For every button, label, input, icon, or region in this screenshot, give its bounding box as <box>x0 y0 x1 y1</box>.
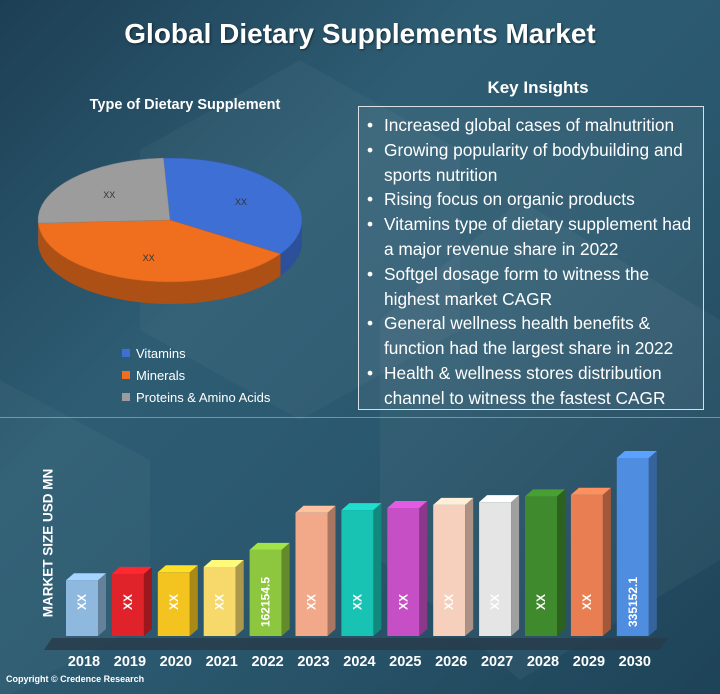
bar-2022 <box>249 542 290 636</box>
x-tick-label: 2020 <box>160 654 192 670</box>
insights-box: Increased global cases of malnutrition G… <box>358 106 704 410</box>
pie-chart-title: Type of Dietary Supplement <box>89 97 281 113</box>
pie-data-label: XX <box>235 197 247 207</box>
pie-data-label: XX <box>143 253 155 263</box>
bar-value-label: XX <box>488 594 502 610</box>
insights-list: Increased global cases of malnutrition G… <box>359 107 703 411</box>
pie-data-label: XX <box>103 190 115 200</box>
x-tick-label: 2026 <box>435 654 467 670</box>
bar-value-label: 335152.1 <box>626 577 640 627</box>
x-tick-label: 2018 <box>68 654 100 670</box>
bar-value-label: XX <box>580 594 594 610</box>
legend-swatch-minerals <box>122 371 130 379</box>
section-divider <box>0 417 720 418</box>
bar-chart: XX 2018 XX 2019 XX 2020 XX 2021 162154.5 2022 XX 20… <box>44 451 668 670</box>
bar-value-label: XX <box>305 594 319 610</box>
insight-item: Growing popularity of bodybuilding and s… <box>367 138 703 188</box>
bar-2018 <box>66 573 106 636</box>
bar-2030 <box>616 451 657 636</box>
bar-value-label: 162154.5 <box>259 577 273 627</box>
bar-2026 <box>433 497 474 636</box>
x-tick-label: 2024 <box>343 654 375 670</box>
bar-2020 <box>157 565 198 636</box>
x-tick-label: 2025 <box>389 654 421 670</box>
legend-item-vitamins: Vitamins <box>122 342 270 364</box>
legend-swatch-vitamins <box>122 349 130 357</box>
bar-value-label: XX <box>534 594 548 610</box>
insights-title: Key Insights <box>487 78 589 97</box>
bar-value-label: XX <box>75 594 89 610</box>
copyright-text: Copyright © Credence Research <box>6 674 145 684</box>
x-tick-label: 2022 <box>251 654 283 670</box>
insight-item: Health & wellness stores distribution ch… <box>367 361 703 411</box>
pie-legend: Vitamins Minerals Proteins & Amino Acids <box>122 342 270 408</box>
bar-2019 <box>111 566 152 636</box>
bar-value-label: XX <box>213 594 227 610</box>
bar-2024 <box>341 503 382 636</box>
x-tick-label: 2021 <box>206 654 238 670</box>
insight-item: Increased global cases of malnutrition <box>367 113 703 138</box>
bar-value-label: XX <box>442 594 456 610</box>
chart-floor <box>44 638 668 650</box>
page-title: Global Dietary Supplements Market <box>124 18 596 49</box>
pie-slice-side-minerals <box>38 223 281 304</box>
legend-label: Minerals <box>136 367 186 383</box>
bar-2025 <box>387 501 428 636</box>
x-tick-label: 2029 <box>573 654 605 670</box>
insight-item: Rising focus on organic products <box>367 187 703 212</box>
legend-item-proteins: Proteins & Amino Acids <box>122 386 270 408</box>
legend-label: Proteins & Amino Acids <box>136 389 271 405</box>
pie-slice-vitamins <box>163 157 303 255</box>
bar-2027 <box>479 495 520 636</box>
bar-value-label: XX <box>167 594 181 610</box>
pie-slice-minerals <box>37 219 282 283</box>
insight-item: General wellness health benefits & funct… <box>367 311 703 361</box>
bar-2021 <box>203 559 244 636</box>
bar-value-label: XX <box>396 594 410 610</box>
x-tick-label: 2027 <box>481 654 513 670</box>
bar-2029 <box>570 487 611 636</box>
x-tick-label: 2019 <box>114 654 146 670</box>
insight-item: Vitamins type of dietary supplement had … <box>367 212 703 262</box>
bar-value-label: XX <box>350 594 364 610</box>
pie-slice-side-vitamins <box>280 220 302 276</box>
pie-chart: XX XX XX <box>37 157 303 304</box>
x-tick-label: 2023 <box>297 654 329 670</box>
x-tick-label: 2028 <box>527 654 559 670</box>
x-tick-label: 2030 <box>619 654 651 670</box>
pie-slice-proteins <box>37 157 171 224</box>
legend-label: Vitamins <box>136 345 186 361</box>
legend-swatch-proteins <box>122 393 130 401</box>
bar-2023 <box>295 505 336 636</box>
legend-item-minerals: Minerals <box>122 364 270 386</box>
bar-2028 <box>525 489 565 636</box>
bar-value-label: XX <box>121 594 135 610</box>
insight-item: Softgel dosage form to witness the highe… <box>367 262 703 312</box>
